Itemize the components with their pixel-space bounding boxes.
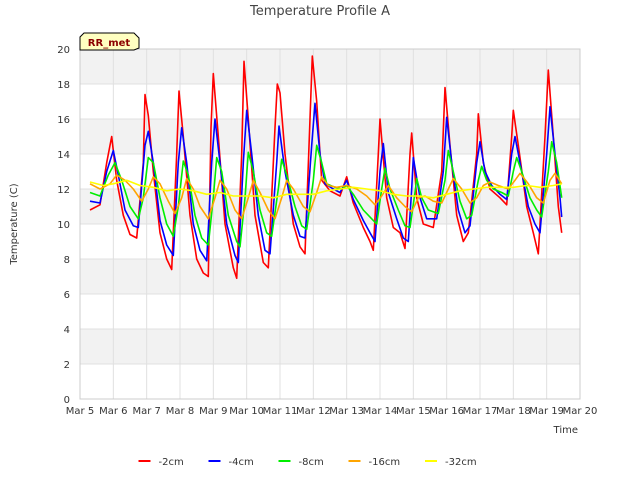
x-tick-label: Mar 19 bbox=[529, 406, 564, 417]
y-tick-label: 12 bbox=[57, 185, 70, 196]
legend: -2cm -4cm -8cm -16cm -32cm bbox=[138, 457, 477, 468]
y-tick-label: 16 bbox=[57, 115, 70, 126]
legend-label: -8cm bbox=[299, 457, 324, 468]
series-line-32cm bbox=[89, 179, 562, 199]
plot-band bbox=[80, 119, 580, 154]
x-tick-label: Mar 13 bbox=[329, 406, 364, 417]
y-tick-label: 18 bbox=[57, 80, 70, 91]
x-tick-label: Mar 15 bbox=[396, 406, 431, 417]
y-tick-labels: 0 2 4 6 8 10 12 14 16 18 20 bbox=[57, 45, 70, 406]
chart-title: Temperature Profile A bbox=[249, 4, 390, 19]
x-tick-label: Mar 14 bbox=[363, 406, 398, 417]
series-line-4cm bbox=[89, 102, 563, 264]
x-tick-label: Mar 17 bbox=[463, 406, 498, 417]
y-tick-label: 8 bbox=[64, 255, 70, 266]
x-tick-label: Mar 5 bbox=[66, 406, 94, 417]
station-tag-box bbox=[79, 32, 140, 51]
x-tick-label: Mar 7 bbox=[132, 406, 160, 417]
legend-label: -32cm bbox=[445, 457, 477, 468]
y-tick-label: 20 bbox=[57, 45, 70, 56]
x-tick-label: Mar 12 bbox=[296, 406, 331, 417]
station-tag-label: RR_met bbox=[88, 38, 131, 49]
y-tick-label: 0 bbox=[64, 395, 70, 406]
x-tick-label: Mar 8 bbox=[166, 406, 194, 417]
x-axis-label: Time bbox=[553, 425, 578, 436]
x-tick-label: Mar 10 bbox=[229, 406, 264, 417]
y-tick-label: 10 bbox=[57, 220, 70, 231]
y-tick-label: 4 bbox=[64, 325, 70, 336]
plot-band bbox=[80, 49, 580, 84]
plot-band bbox=[80, 329, 580, 364]
x-tick-label: Mar 6 bbox=[99, 406, 127, 417]
x-tick-label: Mar 18 bbox=[496, 406, 531, 417]
plot-frame bbox=[79, 48, 581, 400]
x-tick-label: Mar 9 bbox=[199, 406, 227, 417]
series-lines bbox=[89, 55, 563, 280]
station-tag: RR_met bbox=[79, 32, 140, 51]
plot-band bbox=[80, 259, 580, 294]
x-tick-label: Mar 11 bbox=[263, 406, 298, 417]
series-line-16cm bbox=[89, 172, 563, 220]
legend-label: -2cm bbox=[159, 457, 184, 468]
x-tick-label: Mar 20 bbox=[563, 406, 598, 417]
y-tick-label: 6 bbox=[64, 290, 70, 301]
y-tick-label: 2 bbox=[64, 360, 70, 371]
y-tick-label: 14 bbox=[57, 150, 70, 161]
y-axis-label: Temperature (C) bbox=[9, 183, 20, 265]
legend-label: -4cm bbox=[229, 457, 254, 468]
legend-label: -16cm bbox=[369, 457, 401, 468]
x-tick-label: Mar 16 bbox=[429, 406, 464, 417]
